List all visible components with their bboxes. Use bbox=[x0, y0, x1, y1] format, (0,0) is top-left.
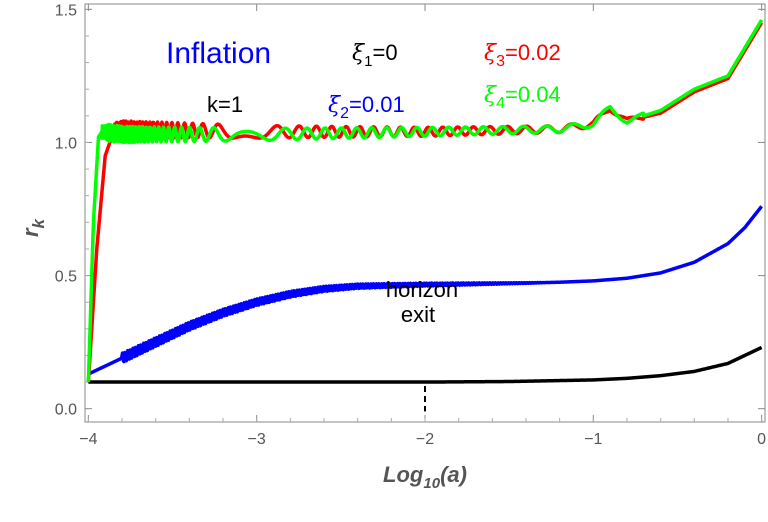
tick-marks bbox=[85, 4, 765, 422]
series-line-1 bbox=[87, 345, 763, 384]
y-tick-label: 0.0 bbox=[55, 402, 77, 419]
series-line-4 bbox=[86, 19, 764, 383]
xi2-label: ξ2=0.01 bbox=[328, 92, 405, 122]
series-line-2 bbox=[87, 205, 764, 376]
x-axis-title: Log10(a) bbox=[383, 462, 467, 492]
x-tick-label: −4 bbox=[79, 431, 97, 448]
y-axis-title: rk bbox=[18, 217, 48, 237]
y-tick-label: 1.5 bbox=[55, 2, 77, 19]
xi1-label: ξ1=0 bbox=[352, 40, 398, 70]
x-tick-label: −2 bbox=[416, 431, 434, 448]
horizon-label-line1: horizon bbox=[386, 277, 458, 302]
x-tick-label: 0 bbox=[757, 431, 766, 448]
inflation-label: Inflation bbox=[166, 37, 271, 70]
series-layer bbox=[86, 19, 764, 384]
x-tick-label: −1 bbox=[584, 431, 602, 448]
horizon-label-line2: exit bbox=[401, 302, 435, 327]
y-tick-label: 1.0 bbox=[55, 135, 77, 152]
xi4-label: ξ4=0.04 bbox=[484, 82, 561, 112]
xi3-label: ξ3=0.02 bbox=[484, 40, 561, 70]
y-tick-label: 0.5 bbox=[55, 269, 77, 286]
k-label: k=1 bbox=[207, 92, 243, 117]
x-tick-label: −3 bbox=[248, 431, 266, 448]
tick-labels: −4 −3 −2 −1 0 0.0 0.5 1.0 1.5 bbox=[55, 2, 766, 448]
